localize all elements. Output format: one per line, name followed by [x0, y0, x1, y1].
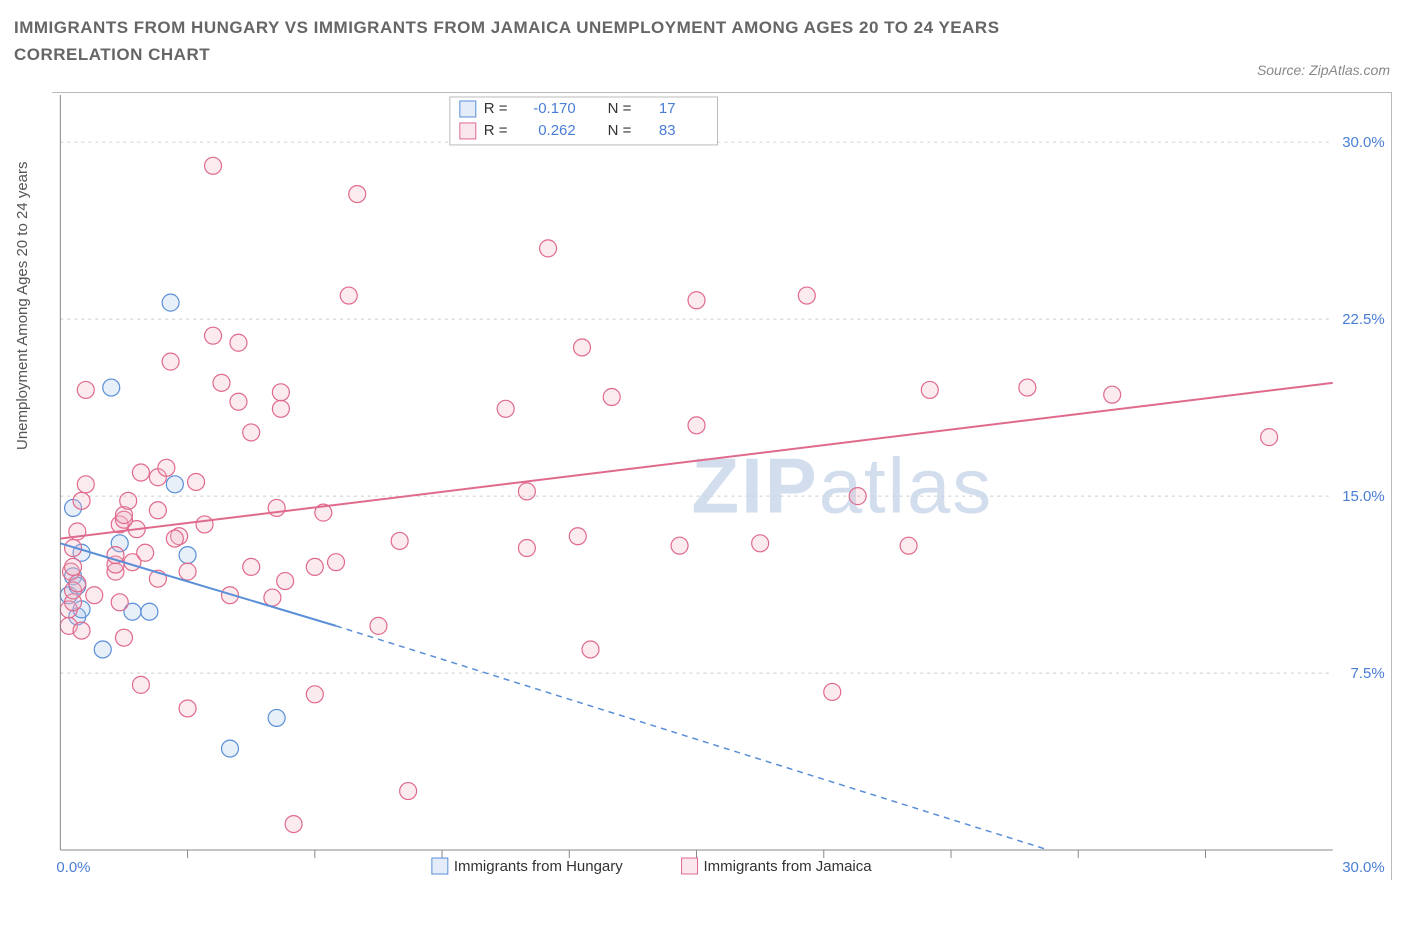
data-point [77, 381, 94, 398]
data-point [824, 683, 841, 700]
data-point [582, 641, 599, 658]
legend-N-label: N = [608, 100, 632, 117]
chart-title: IMMIGRANTS FROM HUNGARY VS IMMIGRANTS FR… [14, 14, 1114, 68]
series-swatch [682, 858, 698, 874]
series-swatch [432, 858, 448, 874]
data-point [574, 339, 591, 356]
legend-swatch [460, 123, 476, 139]
data-point [132, 464, 149, 481]
data-point [349, 186, 366, 203]
legend-swatch [460, 101, 476, 117]
data-point [132, 676, 149, 693]
data-point [77, 476, 94, 493]
data-point [688, 417, 705, 434]
data-point [277, 573, 294, 590]
data-point [230, 334, 247, 351]
data-point [179, 563, 196, 580]
data-point [272, 400, 289, 417]
data-point [115, 629, 132, 646]
x-min-label: 0.0% [56, 859, 90, 876]
data-point [1104, 386, 1121, 403]
data-point [306, 686, 323, 703]
y-tick-label: 22.5% [1342, 311, 1384, 328]
legend-R-label: R = [484, 122, 508, 139]
data-point [103, 379, 120, 396]
data-point [849, 488, 866, 505]
y-tick-label: 7.5% [1351, 665, 1385, 682]
legend-N-value: 83 [659, 122, 676, 139]
data-point [540, 240, 557, 257]
data-point [162, 353, 179, 370]
y-tick-label: 30.0% [1342, 134, 1384, 151]
legend-R-label: R = [484, 100, 508, 117]
data-point [205, 327, 222, 344]
data-point [94, 641, 111, 658]
data-point [400, 783, 417, 800]
data-point [86, 587, 103, 604]
data-point [264, 589, 281, 606]
trend-line-extrapolated [336, 626, 1049, 850]
data-point [328, 554, 345, 571]
data-point [230, 393, 247, 410]
data-point [188, 473, 205, 490]
data-point [179, 547, 196, 564]
data-point [268, 709, 285, 726]
data-point [162, 294, 179, 311]
series-name: Immigrants from Hungary [454, 858, 623, 875]
data-point [671, 537, 688, 554]
data-point [569, 528, 586, 545]
data-point [243, 558, 260, 575]
y-tick-label: 15.0% [1342, 488, 1384, 505]
data-point [73, 622, 90, 639]
data-point [900, 537, 917, 554]
data-point [1261, 429, 1278, 446]
x-max-label: 30.0% [1342, 859, 1384, 876]
y-axis-label: Unemployment Among Ages 20 to 24 years [14, 161, 31, 450]
data-point [798, 287, 815, 304]
data-point [921, 381, 938, 398]
data-point [268, 499, 285, 516]
data-point [340, 287, 357, 304]
data-point [752, 535, 769, 552]
data-point [222, 740, 239, 757]
data-point [73, 492, 90, 509]
data-point [141, 603, 158, 620]
trend-line [60, 543, 336, 626]
data-point [166, 476, 183, 493]
source-label: Source: ZipAtlas.com [1257, 62, 1390, 78]
data-point [158, 459, 175, 476]
data-point [65, 558, 82, 575]
data-point [306, 558, 323, 575]
data-point [688, 292, 705, 309]
data-point [391, 532, 408, 549]
data-point [213, 374, 230, 391]
data-point [205, 157, 222, 174]
data-point [111, 594, 128, 611]
data-point [1019, 379, 1036, 396]
data-point [518, 540, 535, 557]
legend-R-value: -0.170 [533, 100, 575, 117]
data-point [285, 816, 302, 833]
data-point [149, 502, 166, 519]
data-point [137, 544, 154, 561]
data-point [120, 492, 137, 509]
data-point [179, 700, 196, 717]
data-point [370, 617, 387, 634]
legend-N-label: N = [608, 122, 632, 139]
data-point [603, 389, 620, 406]
data-point [272, 384, 289, 401]
series-name: Immigrants from Jamaica [704, 858, 873, 875]
data-point [196, 516, 213, 533]
legend-N-value: 17 [659, 100, 676, 117]
watermark: ZIPatlas [692, 441, 994, 529]
data-point [69, 575, 86, 592]
data-point [243, 424, 260, 441]
plot-area: 7.5% 15.0% 22.5% 30.0% ZIPatlas 0.0% 30.0% R… [52, 92, 1392, 880]
data-point [518, 483, 535, 500]
data-point [166, 530, 183, 547]
legend-R-value: 0.262 [538, 122, 575, 139]
scatter-svg: 7.5% 15.0% 22.5% 30.0% ZIPatlas 0.0% 30.0% R… [52, 93, 1391, 880]
data-point [497, 400, 514, 417]
